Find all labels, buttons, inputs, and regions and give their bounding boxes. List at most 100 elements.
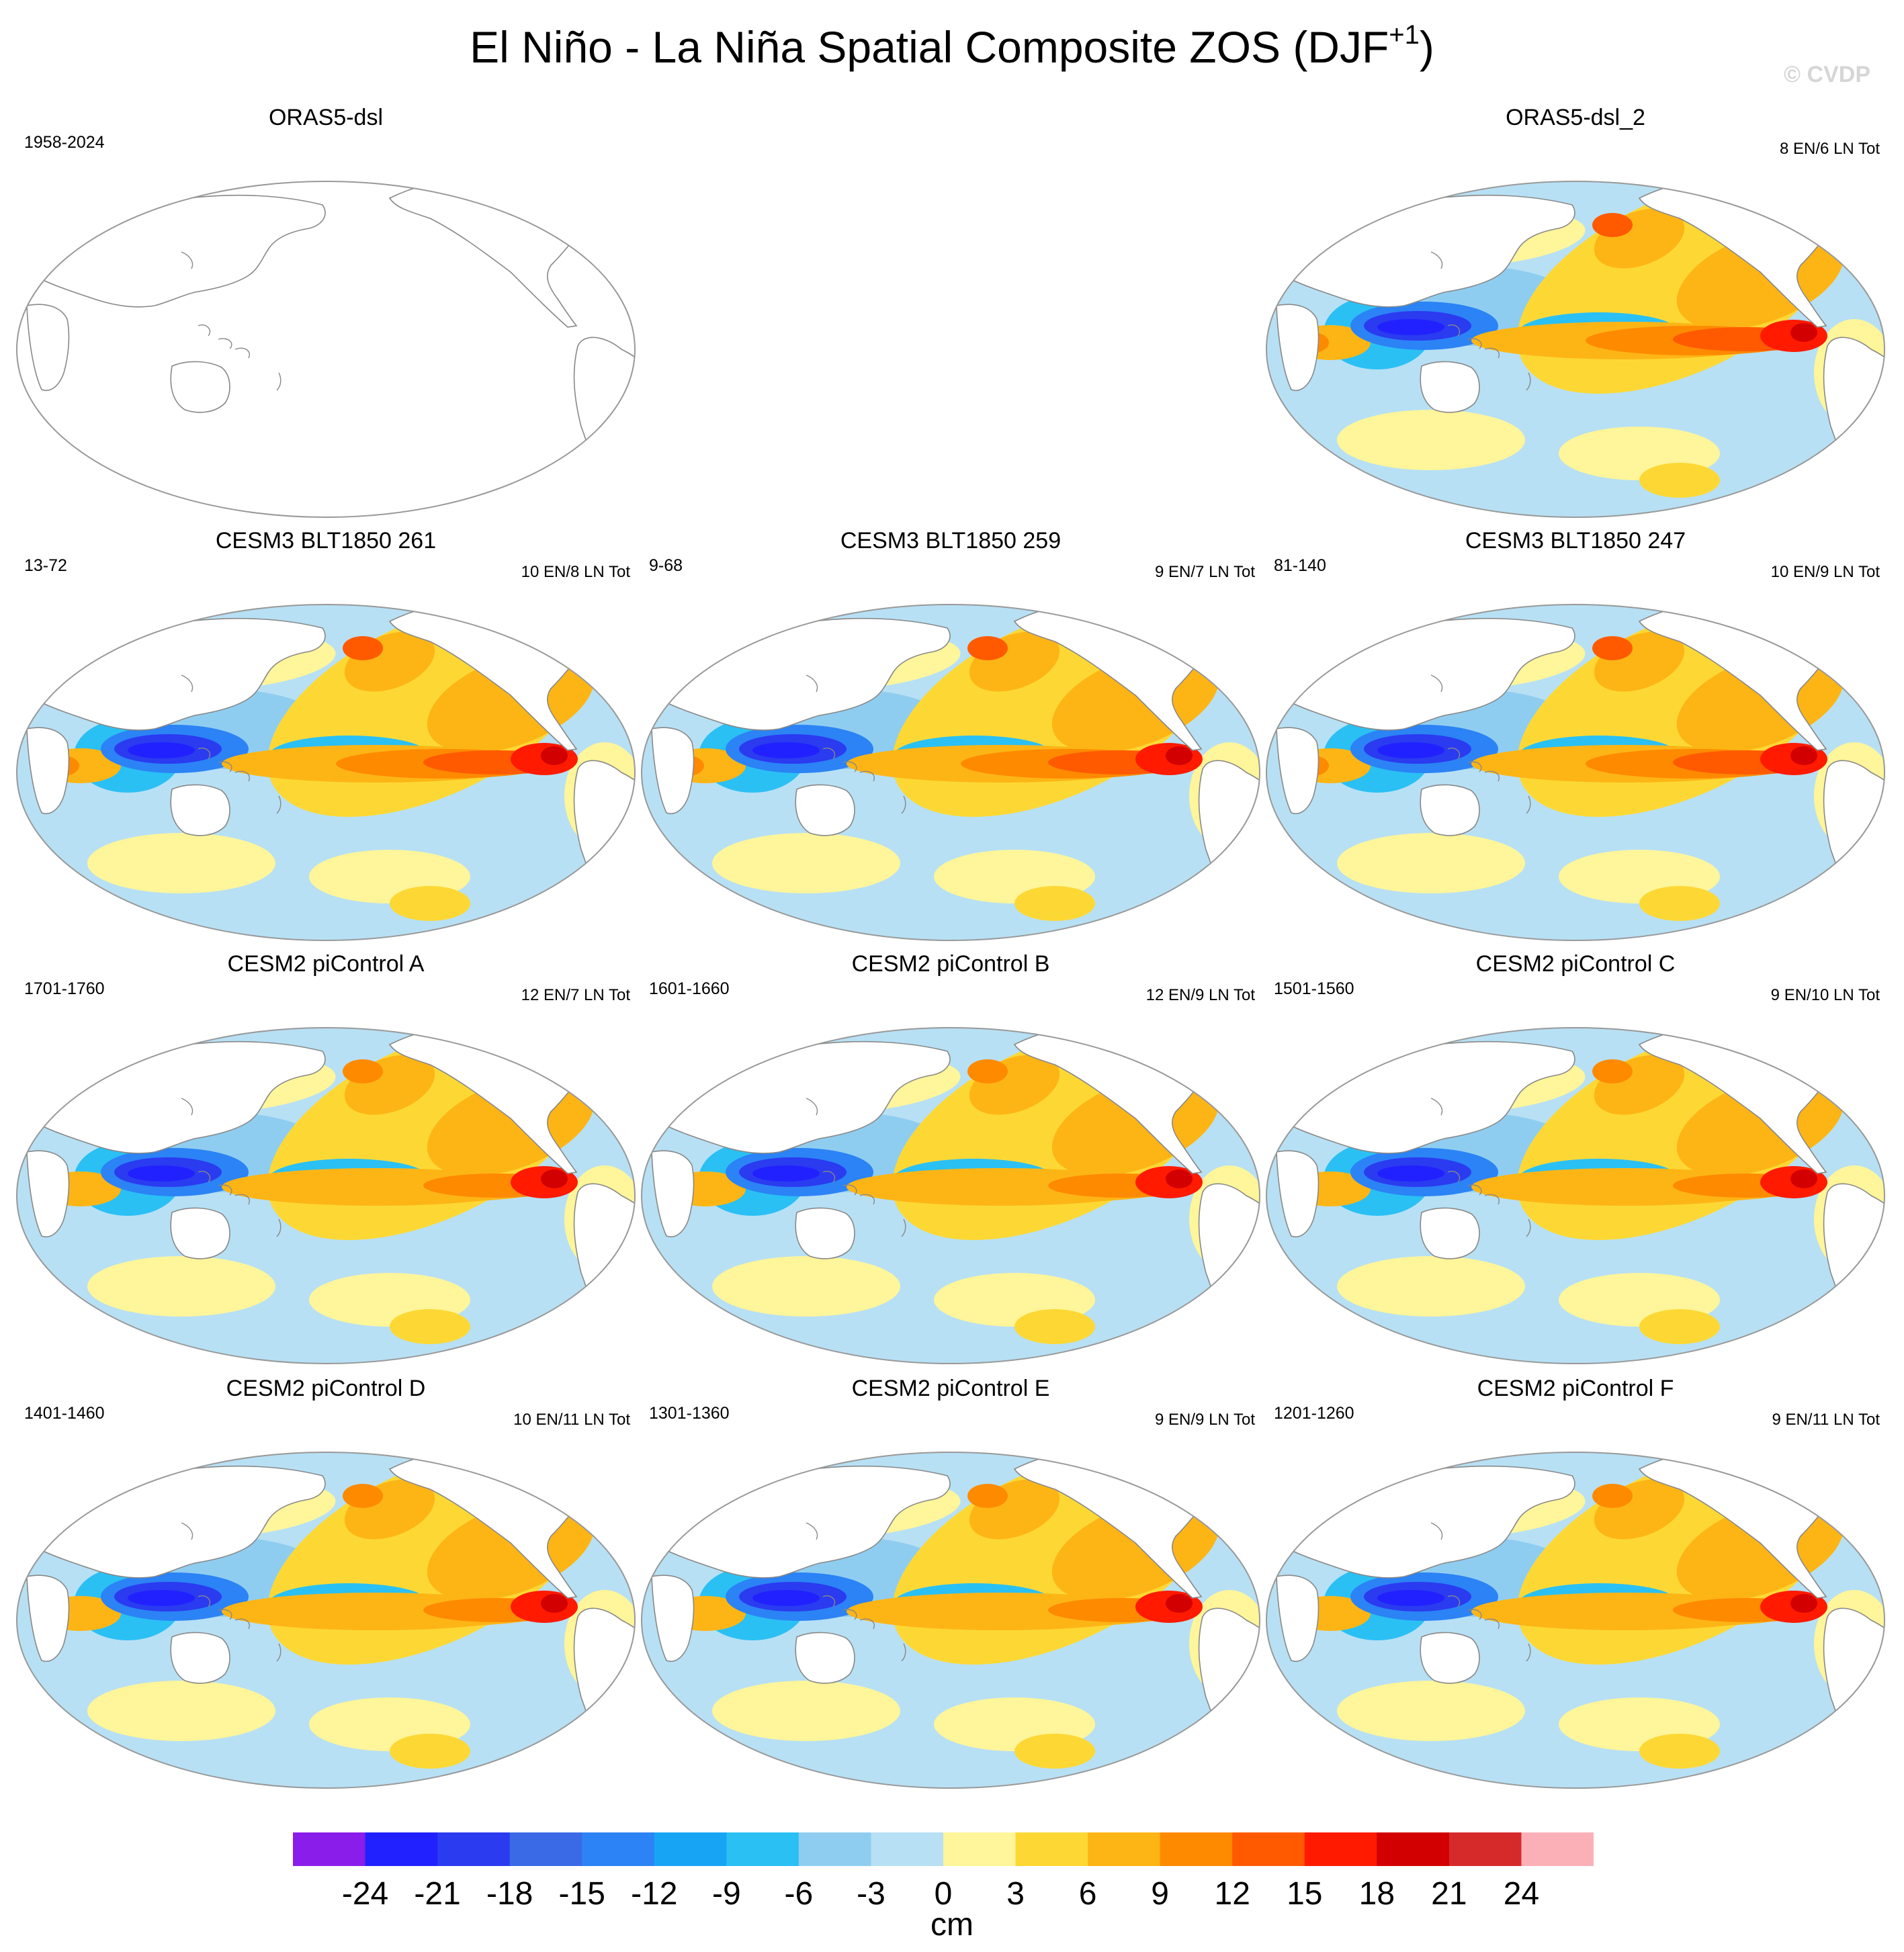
panel-event-count: 9 EN/11 LN Tot [1772,1411,1880,1429]
anomaly-contour-22 [1592,1484,1633,1508]
figure-title-superscript: +1 [1389,20,1420,50]
anomaly-contour-20 [541,1594,568,1613]
panel-years: 1401-1460 [24,1404,105,1423]
land-mass-1 [388,181,588,328]
anomaly-contour-22 [1592,1059,1633,1083]
colorbar-tick-label: -3 [857,1876,885,1912]
land-mass-0 [1823,760,1885,931]
island-coast-4 [181,674,193,693]
island-coast-0 [1484,347,1500,359]
land-mass-4 [170,784,230,836]
robinson-map [1266,604,1885,941]
land-mass-3 [651,1574,695,1662]
zos-anomaly-field [1266,181,1885,517]
island-coast-0 [1484,1618,1500,1630]
map-panel: CESM2 piControl D 1401-1460 10 EN/11 LN To… [13,1375,638,1791]
colorbar-tick-label: -9 [711,1876,741,1912]
island-coast-2 [218,1609,232,1620]
anomaly-contour-3 [1337,833,1525,893]
land-mass-3 [1276,1574,1319,1662]
island-coast-1 [822,1171,836,1183]
anomaly-contour-20 [541,1169,568,1188]
anomaly-contour-20 [1166,1594,1193,1613]
panel-title: CESM3 BLT1850 259 [840,528,1062,553]
panel-title: CESM2 piControl B [851,951,1050,977]
island-coast-4 [181,1098,193,1116]
island-coast-1 [198,748,211,760]
anomaly-contour-15 [1377,1165,1444,1182]
island-coast-0 [234,1618,250,1630]
panel-event-count: 12 EN/7 LN Tot [521,986,630,1004]
colorbar-tick-label: -15 [558,1876,605,1912]
panel-title: CESM2 piControl F [1477,1376,1674,1401]
island-coast-1 [1447,1595,1461,1607]
colorbar-swatch-12 [1160,1832,1233,1866]
panel-title: CESM2 piControl E [851,1376,1050,1401]
colorbar-swatch-8 [871,1832,944,1866]
land-mass-3 [1276,1150,1319,1237]
colorbar-unit-label: cm [931,1907,973,1943]
anomaly-contour-15 [128,1165,195,1182]
anomaly-contour-23 [1639,886,1720,921]
island-coast-2 [842,761,857,772]
panel-event-count: 9 EN/10 LN Tot [1770,986,1880,1004]
colorbar-swatch-16 [1448,1832,1522,1866]
anomaly-contour-3 [87,1681,275,1741]
anomaly-contour-20 [1166,746,1193,765]
map-frame [1266,1027,1885,1364]
anomaly-contour-23 [390,1734,470,1769]
colorbar-tick-label: -18 [486,1876,533,1912]
panel-title: CESM3 BLT1850 261 [215,528,437,553]
land-mass-4 [170,1207,230,1259]
panel-title: CESM2 piControl C [1475,951,1676,977]
panel-years: 13-72 [24,556,67,575]
colorbar-tick-label: -24 [341,1876,389,1912]
land-mass-4 [795,1207,855,1259]
anomaly-contour-23 [1014,1734,1095,1769]
anomaly-contour-20 [1790,323,1817,342]
anomaly-contour-23 [1639,463,1720,498]
map-panel: CESM3 BLT1850 261 13-72 10 EN/8 LN Tot [13,527,638,944]
island-coast-3 [1526,372,1531,391]
map-frame [1266,181,1885,518]
island-coast-0 [859,1618,875,1630]
panel-event-count: 12 EN/9 LN Tot [1145,986,1255,1004]
anomaly-contour-3 [1337,1681,1525,1741]
island-coast-3 [901,795,906,814]
island-coast-1 [198,1595,211,1607]
land-mass-3 [651,727,695,814]
map-frame [16,181,636,518]
panel-title: ORAS5-dsl_2 [1506,105,1645,130]
panel-event-count: 10 EN/11 LN Tot [513,1411,630,1429]
colorbar-tick-label: 0 [934,1876,953,1912]
map-panel: CESM2 piControl E 1301-1360 9 EN/9 LN Tot [638,1375,1263,1791]
anomaly-contour-20 [1166,1169,1193,1188]
island-coast-3 [1526,1218,1531,1237]
anomaly-contour-3 [712,1256,900,1317]
zos-anomaly-field [1266,1452,1885,1788]
anomaly-contour-15 [128,742,195,758]
island-coast-4 [806,1522,818,1540]
colorbar-tick-label: 9 [1151,1876,1169,1912]
panel-title: ORAS5-dsl [268,105,384,130]
island-coast-2 [842,1609,857,1620]
island-coast-2 [1467,1609,1482,1620]
island-coast-4 [806,1098,818,1116]
land-mass-0 [1823,1607,1885,1779]
land-mass-0 [1823,337,1885,508]
land-mass-3 [1276,304,1319,391]
anomaly-contour-22 [343,1059,383,1083]
map-frame [641,1027,1260,1364]
panel-years: 9-68 [649,556,683,575]
panel-years: 1301-1360 [649,1404,730,1423]
panel-years: 1601-1660 [649,979,730,998]
map-panel: CESM2 piControl A 1701-1760 12 EN/7 LN Tot [13,950,638,1367]
island-coast-1 [1447,324,1461,337]
colorbar-tick-label: -6 [784,1876,814,1912]
colorbar-swatch-7 [798,1832,871,1866]
robinson-map [641,1027,1260,1364]
land-mass-4 [1420,361,1480,413]
colorbar-swatch-11 [1088,1832,1161,1866]
land-mass-0 [573,337,635,508]
anomaly-contour-22 [967,636,1008,660]
